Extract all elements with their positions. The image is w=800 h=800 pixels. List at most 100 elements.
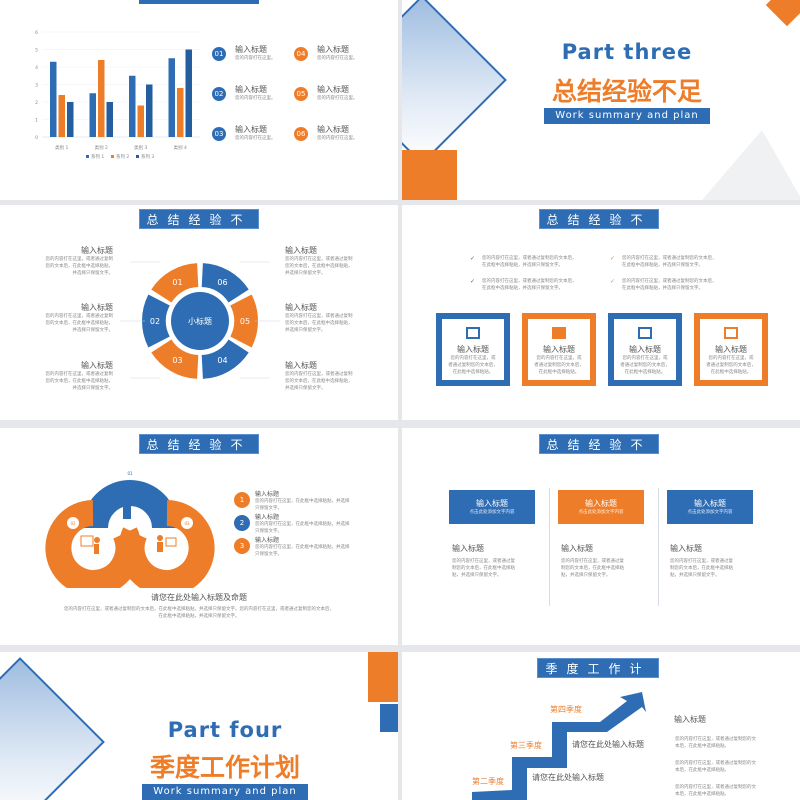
section-banner: 总结经验不足 xyxy=(539,434,659,472)
number-badge: 02 xyxy=(212,87,226,101)
y-tick-label: 0 xyxy=(35,135,38,141)
y-tick-label: 1 xyxy=(35,118,38,124)
bar-3-3 xyxy=(146,84,153,137)
part-label: Part three xyxy=(561,40,693,64)
list-icon xyxy=(552,327,566,339)
subtitle-banner: Work summary and plan xyxy=(544,108,710,124)
text-block-right: 输入标题 您的内容打在这里，或者通过复制 您的文本后，在此框中选择粘贴， 并选择只保留… xyxy=(285,246,353,276)
number-badge: 04 xyxy=(294,47,308,61)
painter-icon xyxy=(157,535,177,552)
bar-3-4 xyxy=(185,49,192,137)
slide-rings[interactable]: 总结经验不足 01 02 03 1 输入标题 您的内容打在这里，在此框中选择粘贴，… xyxy=(0,428,398,645)
segment-label: 01 xyxy=(172,278,182,287)
bar-2-2 xyxy=(98,60,105,137)
bar-chart: 0 1 2 3 4 5 6 类别 1 类别 2 类别 3 类别 4 系列 1 系列 2 系列 3 xyxy=(35,30,200,160)
stair-arrow xyxy=(472,692,646,800)
info-box: 输入标题 您的内容打在这里，或 者通过复制您的文本后， 在此框中选择粘贴。 xyxy=(694,313,768,386)
header-card: 输入标题 点击此处添加文字内容 xyxy=(667,490,753,524)
center-circle xyxy=(171,292,229,350)
building-photo xyxy=(402,0,507,165)
slide-quarterly[interactable]: 季度工作计划 第四季度 第三季度 第二季度 请您在此处输入标题 请您在此处输入标… xyxy=(402,652,800,800)
step-badge: 3 xyxy=(234,538,250,554)
item-text: 您的内容打在这里。 xyxy=(317,56,358,61)
section-banner: 总结经验不足 xyxy=(139,434,259,472)
wheel-segment xyxy=(151,339,199,379)
wheel-segment xyxy=(230,294,258,348)
part-label: Part four xyxy=(167,718,283,742)
step-text: 输入标题 您的内容打在这里，在此框中选择粘贴，并选择 只保留文字。 xyxy=(255,491,350,511)
wheel-diagram: 06 05 04 03 02 01 小标题 xyxy=(120,261,280,379)
x-tick-label: 类别 4 xyxy=(174,144,187,151)
item-text: 您的内容打在这里。 xyxy=(235,56,276,61)
number-badge: 01 xyxy=(212,47,226,61)
header-card: 输入标题 点击此处添加文字内容 xyxy=(558,490,644,524)
step-title: 请您在此处输入标题 xyxy=(572,740,644,749)
card-text: 输入标题 您的内容打在这里，或者通过复 制您的文本后，在此框中选择粘 贴，并选择只保留… xyxy=(452,544,515,578)
presenter-icon xyxy=(123,496,139,519)
text-block-right: 输入标题 您的内容打在这里，或者通过复制 您的文本后，在此框中选择粘贴， 并选择只保留… xyxy=(285,361,353,391)
info-box: 输入标题 您的内容打在这里，或 者通过复制您的文本后， 在此框中选择粘贴。 xyxy=(608,313,682,386)
bar-1-4 xyxy=(168,58,175,137)
item-text: 您的内容打在这里。 xyxy=(235,136,276,141)
bullet: ✓ 您的内容打在这里，或者通过复制您的文本后， 在此框中选择粘贴，并选择只保留文字。 xyxy=(470,255,577,268)
blue-square xyxy=(380,704,398,732)
q4-label: 第四季度 xyxy=(550,705,582,714)
item-title: 输入标题 xyxy=(235,85,267,94)
bar-3-2 xyxy=(106,102,113,137)
teacher-board-icon xyxy=(80,535,100,554)
banner-fragment xyxy=(139,0,259,4)
item-title: 输入标题 xyxy=(317,85,349,94)
card-text: 输入标题 您的内容打在这里，或者通过复 制您的文本后，在此框中选择粘 贴，并选择只保留… xyxy=(670,544,733,578)
segment-label: 04 xyxy=(217,356,227,365)
section-banner: 总结经验不足 xyxy=(139,209,259,247)
slide-wheel[interactable]: 总结经验不足 06 05 04 03 02 01 小标题 输入标题 您的内容打在这里，或者通过… xyxy=(0,205,398,420)
step-text: 输入标题 您的内容打在这里，在此框中选择粘贴，并选择 只保留文字。 xyxy=(255,514,350,534)
slide-part-three[interactable]: Part three 总结经验不足 Work summary and plan xyxy=(402,0,800,200)
legend-label: 系列 1 xyxy=(91,153,104,160)
step-text: 输入标题 您的内容打在这里，在此框中选择粘贴，并选择 只保留文字。 xyxy=(255,537,350,557)
item-text: 您的内容打在这里。 xyxy=(317,96,358,101)
info-box: 输入标题 您的内容打在这里，或 者通过复制您的文本后， 在此框中选择粘贴。 xyxy=(522,313,596,386)
x-tick-label: 类别 3 xyxy=(134,144,147,151)
number-badge: 05 xyxy=(294,87,308,101)
pen-square-icon xyxy=(638,327,652,339)
legend-swatch xyxy=(136,155,139,158)
check-icon: ✓ xyxy=(470,255,476,262)
number-badge: 06 xyxy=(294,127,308,141)
y-tick-label: 6 xyxy=(35,30,38,36)
bar-1-1 xyxy=(50,61,57,137)
orange-square xyxy=(402,150,457,200)
item-text: 您的内容打在这里。 xyxy=(235,96,276,101)
section-title: 总结经验不足 xyxy=(551,77,702,106)
item-text: 您的内容打在这里。 xyxy=(317,136,358,141)
blue-ring xyxy=(82,480,178,529)
wheel-segment xyxy=(201,339,249,379)
slide-boxes[interactable]: 总结经验不足 ✓ 您的内容打在这里，或者通过复制您的文本后， 在此框中选择粘贴，并选… xyxy=(402,205,800,420)
number-badge: 03 xyxy=(212,127,226,141)
text-block-right: 输入标题 您的内容打在这里，或者通过复制 您的文本后，在此框中选择粘贴， 并选择只保留… xyxy=(285,303,353,333)
orange-square xyxy=(368,652,398,702)
side-text: 您的内容打在这里，或者通过复制您的文 本后，在此框中选择粘贴。 xyxy=(675,785,756,797)
building-photo xyxy=(0,657,105,800)
slide-cards[interactable]: 总结经验不足 输入标题 点击此处添加文字内容 输入标题 您的内容打在这里，或者通过复… xyxy=(402,428,800,645)
step-title: 请您在此处输入标题 xyxy=(532,773,604,782)
segment-label: 03 xyxy=(172,356,182,365)
check-icon: ✓ xyxy=(610,255,616,262)
step-badge: 2 xyxy=(234,515,250,531)
bar-1-2 xyxy=(89,93,96,137)
bullet: ✓ 您的内容打在这里，或者通过复制您的文本后， 在此框中选择粘贴，并选择只保留文字。 xyxy=(470,278,577,291)
item-title: 输入标题 xyxy=(317,125,349,134)
section-title: 季度工作计划 xyxy=(149,753,300,782)
slide-part-four[interactable]: Part four 季度工作计划 Work summary and plan xyxy=(0,652,398,800)
bar-1-3 xyxy=(129,75,136,137)
bar-2-1 xyxy=(58,95,65,137)
segment-label: 06 xyxy=(217,278,227,287)
wheel-segment xyxy=(201,263,249,303)
text-block-left: 输入标题 您的内容打在这里，或者通过复制 您的文本后，在此框中选择粘贴， 并选择只保留… xyxy=(45,361,114,391)
section-banner: 季度工作计划 xyxy=(537,658,659,696)
slide-chart[interactable]: 0 1 2 3 4 5 6 类别 1 类别 2 类别 3 类别 4 系列 1 系列 2 系列 3 01 输… xyxy=(0,0,398,200)
check-icon: ✓ xyxy=(610,278,616,285)
ring-label: 03 xyxy=(184,521,190,526)
header-card: 输入标题 点击此处添加文字内容 xyxy=(449,490,535,524)
wheel-segment xyxy=(151,263,199,303)
